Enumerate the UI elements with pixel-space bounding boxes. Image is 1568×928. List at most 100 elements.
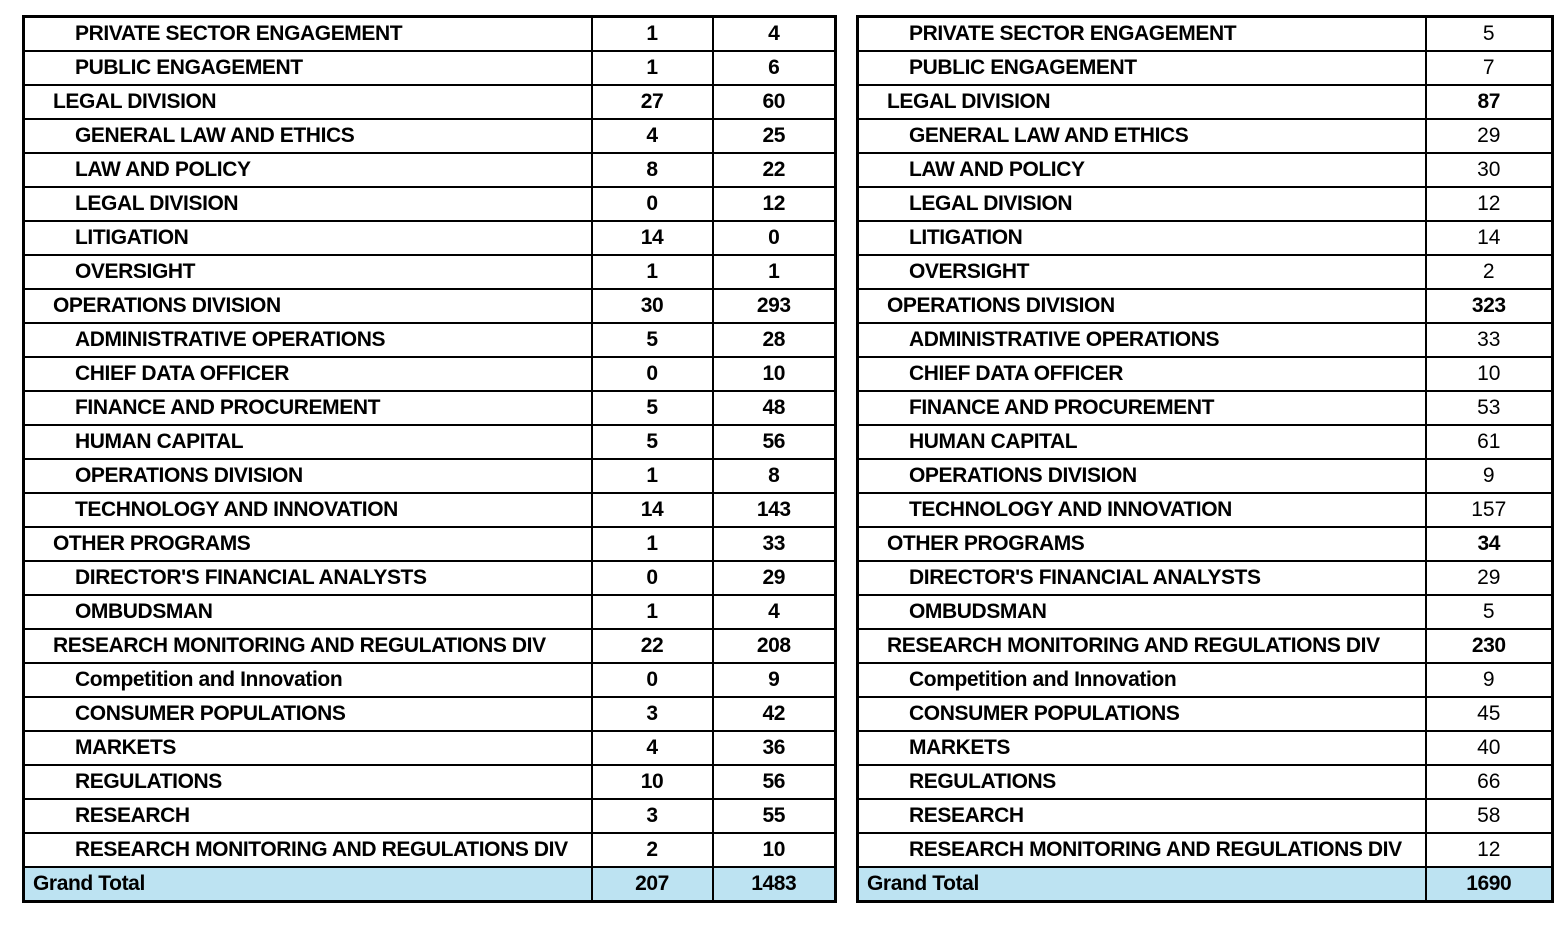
table-row: ADMINISTRATIVE OPERATIONS 33 — [856, 322, 1554, 358]
count-cell: 12 — [1424, 832, 1554, 868]
count-cell: 0 — [590, 186, 714, 222]
count-cell: 0 — [590, 356, 714, 392]
row-label-cell: PRIVATE SECTOR ENGAGEMENT — [22, 15, 593, 52]
table-row: HUMAN CAPITAL 5 56 — [22, 424, 837, 460]
count-cell: 28 — [711, 322, 837, 358]
count-cell: 1 — [590, 15, 714, 52]
table-row: LITIGATION 14 0 — [22, 220, 837, 256]
row-label-cell: REGULATIONS — [856, 764, 1427, 800]
table-row: CHIEF DATA OFFICER 10 — [856, 356, 1554, 392]
count-cell: 1 — [590, 526, 714, 562]
table-row: OVERSIGHT 2 — [856, 254, 1554, 290]
count-cell: 4 — [711, 594, 837, 630]
row-label-cell: LITIGATION — [856, 220, 1427, 256]
table-row: RESEARCH MONITORING AND REGULATIONS DIV 2… — [856, 628, 1554, 664]
count-cell: 56 — [711, 764, 837, 800]
row-label-cell: RESEARCH MONITORING AND REGULATIONS DIV — [856, 628, 1427, 664]
table-row: RESEARCH MONITORING AND REGULATIONS DIV 2… — [22, 628, 837, 664]
count-cell: 1 — [590, 594, 714, 630]
count-cell: 293 — [711, 288, 837, 324]
count-cell: 2 — [1424, 254, 1554, 290]
count-cell: 42 — [711, 696, 837, 732]
row-label-cell: LEGAL DIVISION — [22, 186, 593, 222]
table-row: Competition and Innovation 0 9 — [22, 662, 837, 698]
row-label-cell: FINANCE AND PROCUREMENT — [856, 390, 1427, 426]
table-row: OMBUDSMAN 5 — [856, 594, 1554, 630]
count-cell: 6 — [711, 50, 837, 86]
count-cell: 8 — [590, 152, 714, 188]
count-cell: 56 — [711, 424, 837, 460]
table-row: OMBUDSMAN 1 4 — [22, 594, 837, 630]
count-cell: 3 — [590, 798, 714, 834]
table-row: DIRECTOR'S FINANCIAL ANALYSTS 29 — [856, 560, 1554, 596]
count-cell: 12 — [711, 186, 837, 222]
table-row: OPERATIONS DIVISION 323 — [856, 288, 1554, 324]
table-row: LAW AND POLICY 8 22 — [22, 152, 837, 188]
table-row: OVERSIGHT 1 1 — [22, 254, 837, 290]
count-cell: 10 — [711, 832, 837, 868]
count-cell: 5 — [590, 390, 714, 426]
row-label-cell: MARKETS — [22, 730, 593, 766]
table-row: FINANCE AND PROCUREMENT 5 48 — [22, 390, 837, 426]
row-label-cell: ADMINISTRATIVE OPERATIONS — [22, 322, 593, 358]
count-cell: 3 — [590, 696, 714, 732]
table-row: TECHNOLOGY AND INNOVATION 14 143 — [22, 492, 837, 528]
count-cell: 0 — [711, 220, 837, 256]
count-cell: 0 — [590, 560, 714, 596]
count-cell: 87 — [1424, 84, 1554, 120]
count-cell: 55 — [711, 798, 837, 834]
count-cell: 22 — [590, 628, 714, 664]
count-cell: 30 — [590, 288, 714, 324]
count-cell: 5 — [1424, 15, 1554, 52]
count-cell: 1 — [590, 50, 714, 86]
count-cell: 4 — [590, 730, 714, 766]
count-cell: 30 — [1424, 152, 1554, 188]
count-cell: 1 — [711, 254, 837, 290]
count-cell: 10 — [711, 356, 837, 392]
table-row: LEGAL DIVISION 87 — [856, 84, 1554, 120]
table-row: PUBLIC ENGAGEMENT 7 — [856, 50, 1554, 86]
count-cell: 34 — [1424, 526, 1554, 562]
table-row: PUBLIC ENGAGEMENT 1 6 — [22, 50, 837, 86]
count-cell: 29 — [1424, 118, 1554, 154]
pivot-table-right-body: PRIVATE SECTOR ENGAGEMENT 5 PUBLIC ENGAGEM… — [856, 15, 1554, 903]
row-label-cell: FINANCE AND PROCUREMENT — [22, 390, 593, 426]
row-label-cell: PUBLIC ENGAGEMENT — [22, 50, 593, 86]
count-cell: 1 — [590, 254, 714, 290]
row-label-cell: CHIEF DATA OFFICER — [22, 356, 593, 392]
count-cell: 29 — [1424, 560, 1554, 596]
row-label-cell: LAW AND POLICY — [856, 152, 1427, 188]
pivot-table-left-body: PRIVATE SECTOR ENGAGEMENT 1 4 PUBLIC ENGAGE… — [22, 15, 837, 903]
table-row: OPERATIONS DIVISION 30 293 — [22, 288, 837, 324]
count-cell: 323 — [1424, 288, 1554, 324]
row-label-cell: OVERSIGHT — [22, 254, 593, 290]
count-cell: 8 — [711, 458, 837, 494]
count-cell: 58 — [1424, 798, 1554, 834]
table-row: CONSUMER POPULATIONS 3 42 — [22, 696, 837, 732]
row-label-cell: OMBUDSMAN — [856, 594, 1427, 630]
table-row: MARKETS 40 — [856, 730, 1554, 766]
row-label-cell: LAW AND POLICY — [22, 152, 593, 188]
count-cell: 9 — [1424, 458, 1554, 494]
count-cell: 27 — [590, 84, 714, 120]
count-cell: 22 — [711, 152, 837, 188]
table-row: LEGAL DIVISION 12 — [856, 186, 1554, 222]
count-cell: 53 — [1424, 390, 1554, 426]
count-cell: 29 — [711, 560, 837, 596]
row-label-cell: ADMINISTRATIVE OPERATIONS — [856, 322, 1427, 358]
row-label-cell: TECHNOLOGY AND INNOVATION — [22, 492, 593, 528]
row-label-cell: OPERATIONS DIVISION — [22, 458, 593, 494]
row-label-cell: GENERAL LAW AND ETHICS — [856, 118, 1427, 154]
count-cell: 230 — [1424, 628, 1554, 664]
count-cell: 40 — [1424, 730, 1554, 766]
row-label-cell: LEGAL DIVISION — [856, 186, 1427, 222]
count-cell: 10 — [1424, 356, 1554, 392]
count-cell: 2 — [590, 832, 714, 868]
count-cell: 33 — [711, 526, 837, 562]
grand-total-row: Grand Total 207 1483 — [22, 866, 837, 903]
count-cell: 60 — [711, 84, 837, 120]
row-label-cell: Competition and Innovation — [856, 662, 1427, 698]
count-cell: 9 — [711, 662, 837, 698]
count-cell: 25 — [711, 118, 837, 154]
table-row: REGULATIONS 66 — [856, 764, 1554, 800]
